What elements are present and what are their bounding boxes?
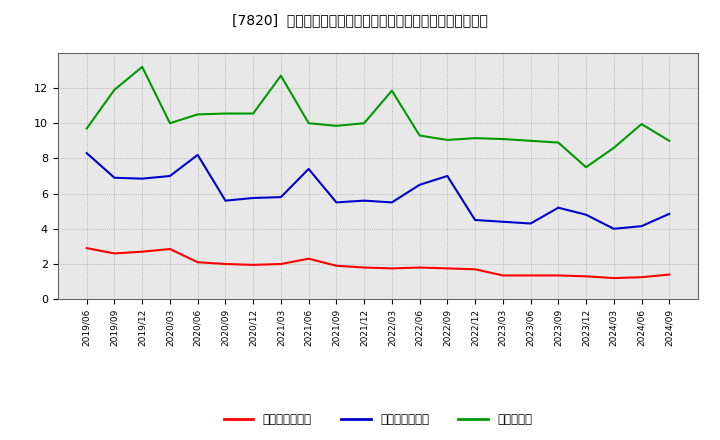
Legend: 売上債権回転率, 買入債務回転率, 在庫回転率: 売上債権回転率, 買入債務回転率, 在庫回転率 (219, 409, 537, 431)
Text: [7820]  売上債権回転率、買入債務回転率、在庫回転率の推移: [7820] 売上債権回転率、買入債務回転率、在庫回転率の推移 (232, 13, 488, 27)
